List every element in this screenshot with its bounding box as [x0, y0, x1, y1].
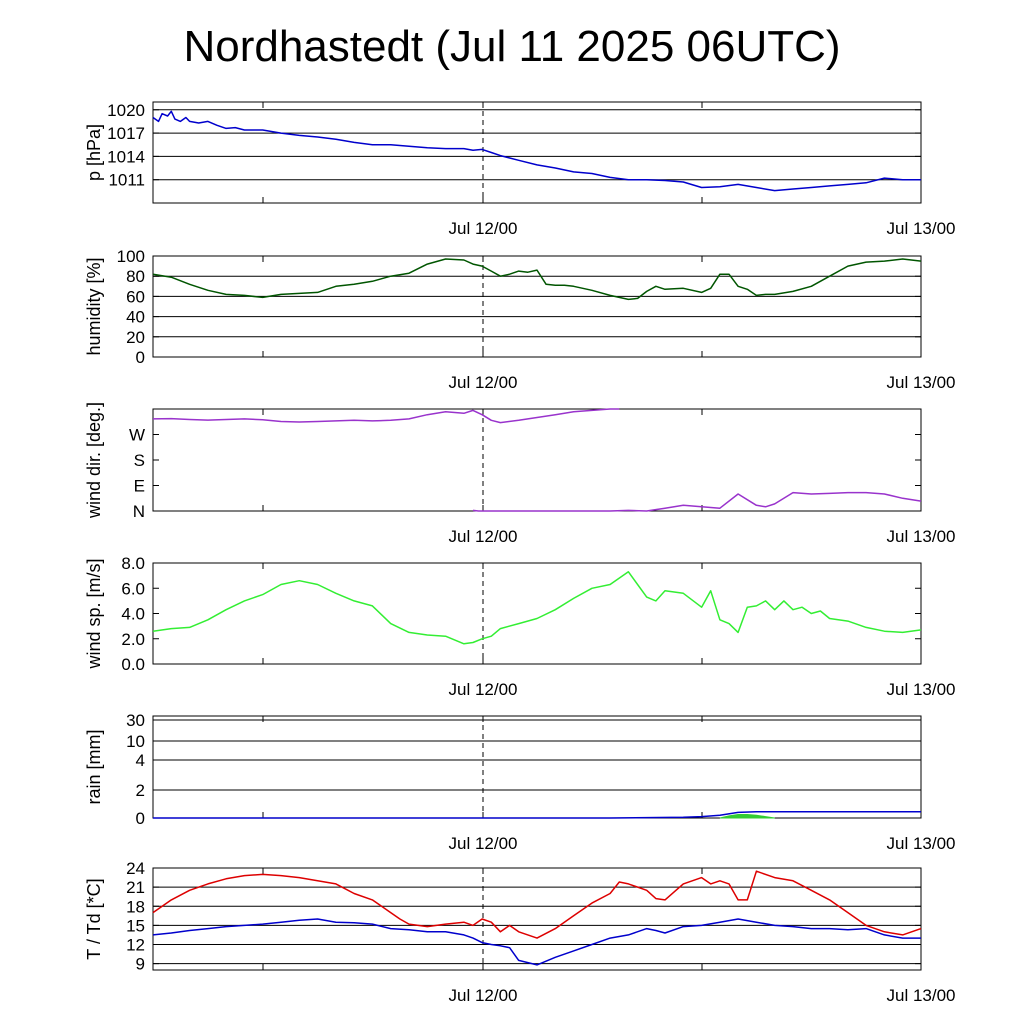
y-tick-label: 2	[136, 781, 145, 800]
y-tick-label: 21	[126, 878, 145, 897]
y-tick-label: 9	[136, 955, 145, 974]
y-tick-label: 1017	[107, 124, 145, 143]
x-tick-label: Jul 12/00	[449, 219, 518, 238]
series-line-5-1	[153, 810, 921, 819]
x-tick-label: Jul 12/00	[449, 527, 518, 546]
x-tick-label: Jul 12/00	[449, 680, 518, 699]
y-tick-label: 1011	[108, 171, 145, 190]
y-tick-label: 15	[126, 916, 145, 935]
y-axis-label: T / Td [*C]	[84, 878, 104, 959]
y-tick-label: 30	[126, 711, 145, 730]
plot-frame	[152, 867, 922, 971]
plot-frame	[152, 562, 922, 665]
y-tick-label: 6.0	[121, 579, 145, 598]
plot-frame	[152, 715, 922, 819]
series-line-3-2	[472, 491, 922, 512]
y-tick-label: 80	[126, 267, 145, 286]
y-tick-label: 0	[136, 809, 145, 828]
y-tick-label: 4	[136, 751, 145, 770]
x-tick-label: Jul 13/00	[887, 680, 956, 699]
y-tick-label: 4.0	[121, 605, 145, 624]
chart-title: Nordhastedt (Jul 11 2025 06UTC)	[183, 22, 841, 71]
y-tick-label: 100	[117, 247, 145, 266]
rain-rate-area	[719, 814, 775, 819]
y-axis-label: humidity [%]	[84, 257, 104, 355]
y-axis-label: wind sp. [m/s]	[84, 558, 104, 669]
x-tick-label: Jul 12/00	[449, 373, 518, 392]
series-line-1-1	[152, 110, 921, 192]
plot-frame	[152, 101, 922, 204]
y-tick-label: 18	[126, 897, 145, 916]
series-line-6-2	[152, 918, 921, 966]
y-tick-label: S	[134, 451, 145, 470]
y-axis-label: p [hPa]	[84, 124, 104, 181]
x-tick-label: Jul 12/00	[449, 986, 518, 1005]
x-tick-label: Jul 12/00	[449, 834, 518, 853]
y-tick-label: 10	[126, 732, 145, 751]
y-tick-label: 40	[126, 308, 145, 327]
y-tick-label: 8.0	[121, 554, 145, 573]
series-line-2-1	[152, 258, 922, 301]
x-tick-label: Jul 13/00	[887, 219, 956, 238]
y-axis-label: wind dir. [deg.]	[84, 402, 104, 519]
y-tick-label: 12	[126, 936, 145, 955]
y-tick-label: E	[134, 477, 145, 496]
y-tick-label: 0.0	[121, 655, 145, 674]
x-tick-label: Jul 13/00	[887, 986, 956, 1005]
x-tick-label: Jul 13/00	[887, 834, 956, 853]
y-tick-label: 24	[126, 859, 145, 878]
series-line-4-1	[152, 571, 922, 645]
y-tick-label: 1014	[107, 147, 145, 166]
y-tick-label: W	[129, 426, 145, 445]
plot-frame	[152, 408, 922, 512]
y-axis-label: rain [mm]	[84, 729, 104, 804]
series-line-3-1	[152, 408, 620, 424]
x-tick-label: Jul 13/00	[887, 527, 956, 546]
y-tick-label: 1020	[107, 101, 145, 120]
series-line-6-1	[152, 870, 922, 939]
y-tick-label: 60	[126, 287, 145, 306]
y-tick-label: 0	[136, 348, 145, 367]
x-tick-label: Jul 13/00	[887, 373, 956, 392]
y-tick-label: N	[133, 502, 145, 521]
y-tick-label: 20	[126, 328, 145, 347]
y-tick-label: 2.0	[121, 630, 145, 649]
